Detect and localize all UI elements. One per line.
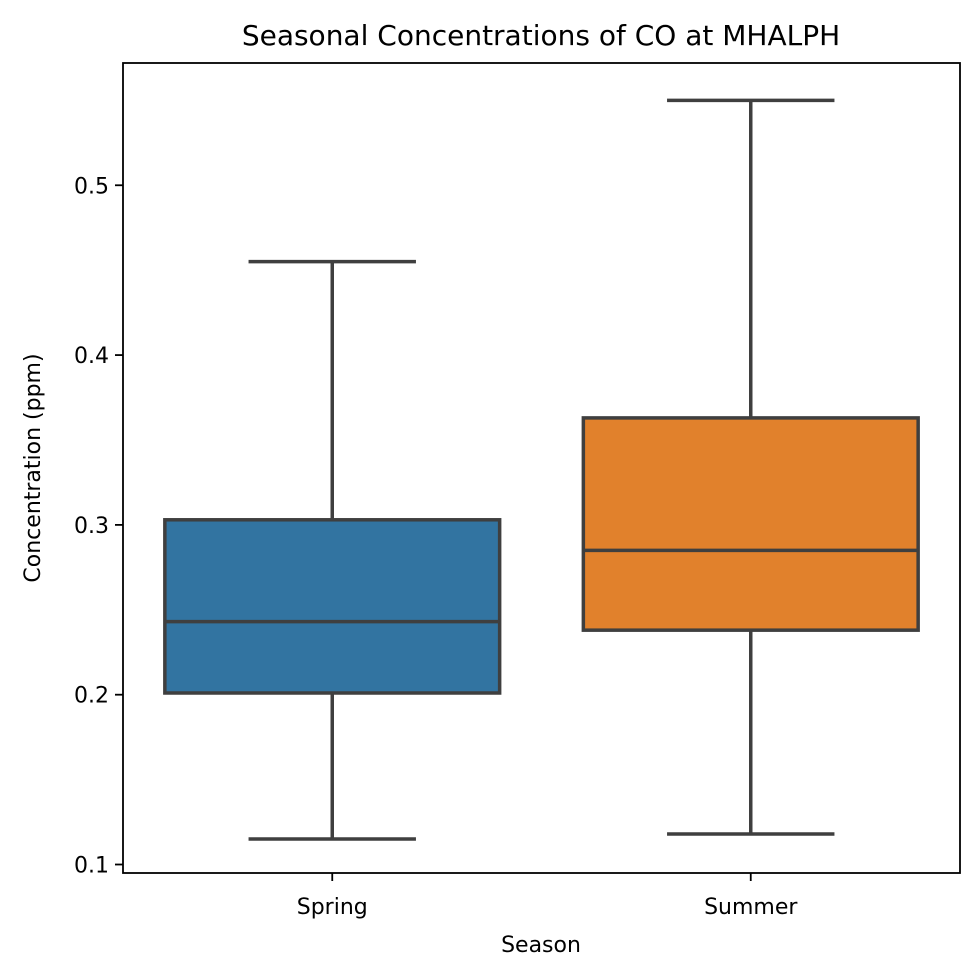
y-axis: 0.1 0.2 0.3 0.4 0.5 xyxy=(74,174,123,879)
y-tick-label: 0.4 xyxy=(74,344,109,369)
plot-frame xyxy=(122,62,961,874)
x-axis-label: Season xyxy=(501,933,581,958)
y-axis-label: Concentration (ppm) xyxy=(21,353,46,582)
box-group-spring xyxy=(163,259,502,841)
box-group-summer xyxy=(581,98,920,836)
x-tick-label: Summer xyxy=(704,895,798,920)
chart-title: Seasonal Concentrations of CO at MHALPH xyxy=(242,19,840,52)
plot-marks xyxy=(163,98,920,841)
x-axis: Spring Summer xyxy=(297,873,798,920)
y-tick-label: 0.5 xyxy=(74,174,109,199)
y-tick-label: 0.2 xyxy=(74,684,109,709)
x-tick-label: Spring xyxy=(297,895,368,920)
y-tick-label: 0.3 xyxy=(74,514,109,539)
y-tick-label: 0.1 xyxy=(74,854,109,879)
box-iqr xyxy=(581,416,920,632)
box-iqr xyxy=(163,518,502,695)
